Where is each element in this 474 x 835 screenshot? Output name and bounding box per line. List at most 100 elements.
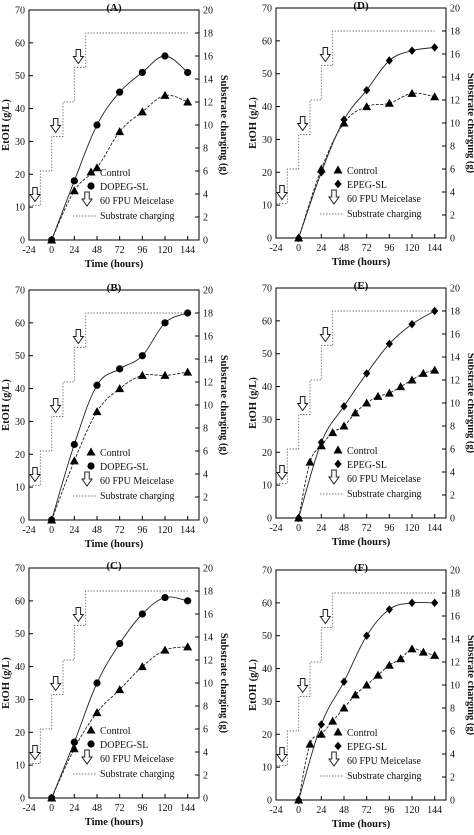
- x-tick-label: -24: [22, 245, 35, 256]
- control-point: [396, 382, 406, 391]
- legend-control-label: Control: [100, 726, 131, 737]
- control-point: [339, 421, 349, 430]
- y2-tick-label: 20: [203, 564, 213, 575]
- panel-label: (F): [354, 562, 368, 574]
- legend: Control DOPEG-SL 60 FPU Meicelase Substrate…: [73, 167, 175, 222]
- treated-point: [340, 402, 348, 411]
- substrate-charging-line: [276, 30, 435, 204]
- y2-tick-label: 16: [203, 52, 213, 63]
- x-tick-label: 144: [180, 245, 195, 256]
- enzyme-addition-arrow: [319, 609, 332, 625]
- y-axis-label: EtOH (g/L): [248, 377, 259, 429]
- y2-axis-label: Substrate charging (g): [465, 73, 474, 174]
- legend-enzyme-arrow: [81, 749, 93, 765]
- y-tick-label: 50: [262, 69, 272, 80]
- x-tick-label: 72: [115, 245, 125, 256]
- y-tick-label: 60: [262, 316, 272, 327]
- y-tick-label: 10: [262, 201, 272, 212]
- y-tick-label: 50: [262, 631, 272, 642]
- y-tick-label: 70: [15, 286, 25, 297]
- y-tick-label: 70: [262, 566, 272, 577]
- legend: Control EPEG-SL 60 FPU Meicelase Substrate …: [320, 445, 422, 500]
- y-tick-label: 60: [15, 596, 25, 607]
- y-tick-label: 0: [20, 794, 25, 805]
- treated-point: [340, 115, 348, 124]
- y-tick-label: 20: [15, 170, 25, 181]
- x-tick-label: -24: [269, 805, 282, 816]
- treated-point: [116, 365, 124, 373]
- y-tick-label: 0: [20, 236, 25, 247]
- control-point: [92, 407, 102, 416]
- y-tick-label: 30: [15, 137, 25, 148]
- x-tick-label: 48: [92, 245, 102, 256]
- y2-tick-label: 12: [450, 658, 460, 669]
- y2-tick-label: 2: [203, 493, 208, 504]
- control-point: [183, 642, 193, 651]
- substrate-charging-line: [29, 590, 188, 764]
- x-tick-label: 96: [137, 245, 147, 256]
- legend-treated-marker: [334, 459, 342, 469]
- legend-treated-label: DOPEG-SL: [100, 182, 148, 193]
- treated-point: [340, 677, 348, 686]
- treated-point: [408, 46, 416, 55]
- control-point: [350, 690, 360, 699]
- control-point: [183, 97, 193, 106]
- treated-point: [161, 593, 169, 602]
- control-point: [430, 92, 440, 101]
- x-tick-label: 48: [92, 525, 102, 536]
- legend-treated-marker: [87, 740, 95, 748]
- x-tick-label: 0: [49, 525, 54, 536]
- y-tick-label: 10: [15, 483, 25, 494]
- x-tick-label: 0: [296, 523, 301, 534]
- control-point: [69, 456, 79, 465]
- y2-tick-label: 20: [203, 286, 213, 297]
- x-tick-label: 120: [158, 525, 173, 536]
- x-tick-label: 24: [69, 245, 79, 256]
- y-tick-label: 30: [15, 695, 25, 706]
- x-tick-label: -24: [269, 523, 282, 534]
- treated-point: [93, 121, 101, 129]
- y2-tick-label: 18: [203, 309, 213, 320]
- y2-tick-label: 2: [450, 773, 455, 784]
- legend-enzyme-label: 60 FPU Meicelase: [100, 754, 174, 765]
- substrate-charging-line: [29, 312, 188, 486]
- y-tick-label: 20: [15, 728, 25, 739]
- x-tick-label: 144: [427, 805, 442, 816]
- treated-point: [161, 319, 169, 327]
- legend-treated-marker: [87, 462, 95, 470]
- y2-tick-label: 4: [203, 748, 208, 759]
- x-tick-label: 96: [137, 803, 147, 814]
- treated-point: [363, 85, 371, 95]
- x-tick-label: 24: [69, 803, 79, 814]
- y2-tick-label: 6: [203, 447, 208, 458]
- x-tick-label: 24: [316, 805, 326, 816]
- control-point: [339, 703, 349, 712]
- treated-point: [431, 306, 439, 316]
- x-tick-label: 120: [405, 243, 420, 254]
- control-point: [305, 739, 315, 748]
- x-tick-label: 144: [180, 803, 195, 814]
- y-tick-label: 30: [262, 415, 272, 426]
- legend-enzyme-arrow: [328, 751, 340, 767]
- x-tick-label: 0: [296, 805, 301, 816]
- enzyme-addition-arrow: [29, 187, 41, 203]
- y2-tick-label: 4: [203, 190, 208, 201]
- control-point: [305, 457, 315, 466]
- legend-enzyme-arrow: [328, 189, 340, 205]
- y2-tick-label: 6: [450, 445, 455, 456]
- y2-tick-label: 8: [203, 424, 208, 435]
- y2-axis-label: Substrate charging (g): [218, 355, 229, 456]
- control-point: [430, 650, 440, 659]
- substrate-charging-line: [276, 310, 435, 484]
- y2-tick-label: 4: [450, 750, 455, 761]
- treated-point: [138, 352, 146, 360]
- y-tick-label: 40: [262, 382, 272, 393]
- treated-point: [385, 605, 393, 614]
- y2-tick-label: 20: [450, 566, 460, 577]
- y2-tick-label: 0: [203, 794, 208, 805]
- x-tick-label: 24: [316, 523, 326, 534]
- y2-tick-label: 16: [203, 610, 213, 621]
- y2-axis-label: Substrate charging (g): [465, 353, 474, 454]
- x-axis-label: Time (hours): [85, 539, 144, 550]
